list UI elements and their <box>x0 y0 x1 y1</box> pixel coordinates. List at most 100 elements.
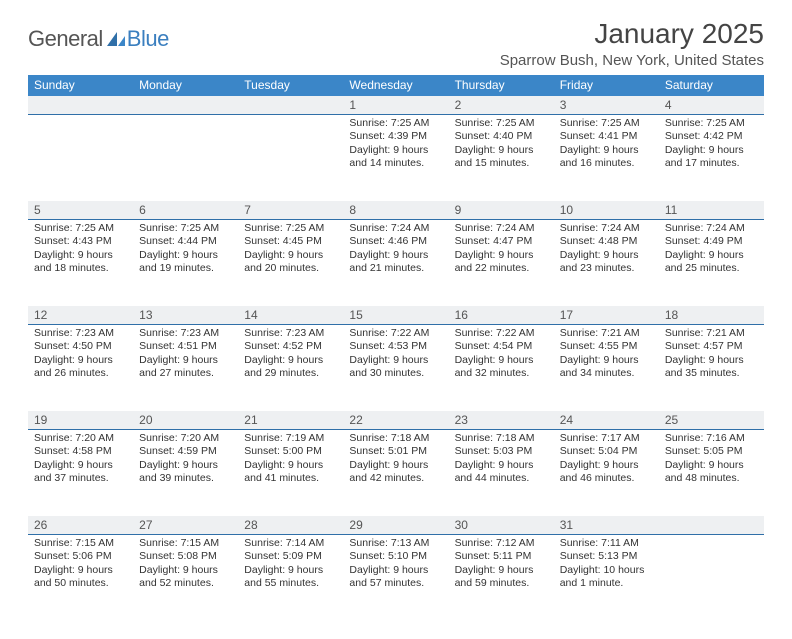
logo-text-general: General <box>28 26 103 52</box>
day-info: Sunrise: 7:20 AMSunset: 4:58 PMDaylight:… <box>28 430 133 490</box>
week-row: Sunrise: 7:20 AM Sunset: 4:58 PM Daylight:… <box>28 430 764 516</box>
page-header: General Blue January 2025 Sparrow Bush, … <box>28 18 764 69</box>
info-line: Sunrise: 7:16 AM <box>665 432 758 445</box>
day-of-week-label: Thursday <box>449 75 554 96</box>
day-cell: Sunrise: 7:24 AMSunset: 4:46 PMDaylight:… <box>343 220 448 306</box>
day-number: 20 <box>133 411 238 429</box>
day-number: 29 <box>343 516 448 534</box>
info-line: Sunrise: 7:25 AM <box>34 222 127 235</box>
day-info: Sunrise: 7:13 AMSunset: 5:10 PMDaylight:… <box>343 535 448 595</box>
info-line: and 1 minute. <box>560 577 653 590</box>
info-line: Sunset: 4:54 PM <box>455 340 548 353</box>
info-line: and 16 minutes. <box>560 157 653 170</box>
info-line: Sunrise: 7:11 AM <box>560 537 653 550</box>
day-number: 23 <box>449 411 554 429</box>
day-info <box>659 535 764 541</box>
day-number: 9 <box>449 201 554 219</box>
day-info: Sunrise: 7:24 AMSunset: 4:46 PMDaylight:… <box>343 220 448 280</box>
info-line: and 27 minutes. <box>139 367 232 380</box>
info-line: Sunset: 4:48 PM <box>560 235 653 248</box>
day-of-week-label: Friday <box>554 75 659 96</box>
day-number <box>238 96 343 114</box>
day-number: 16 <box>449 306 554 324</box>
day-cell: Sunrise: 7:15 AMSunset: 5:06 PMDaylight:… <box>28 535 133 621</box>
day-info: Sunrise: 7:15 AMSunset: 5:08 PMDaylight:… <box>133 535 238 595</box>
info-line: Sunrise: 7:25 AM <box>139 222 232 235</box>
day-number: 27 <box>133 516 238 534</box>
day-number <box>133 96 238 114</box>
day-cell: Sunrise: 7:25 AMSunset: 4:45 PMDaylight:… <box>238 220 343 306</box>
info-line: Daylight: 9 hours <box>244 249 337 262</box>
info-line: Daylight: 9 hours <box>560 354 653 367</box>
info-line: Sunrise: 7:20 AM <box>139 432 232 445</box>
info-line: Sunset: 5:06 PM <box>34 550 127 563</box>
info-line: and 22 minutes. <box>455 262 548 275</box>
info-line: Daylight: 9 hours <box>455 249 548 262</box>
info-line: Sunset: 4:40 PM <box>455 130 548 143</box>
info-line: and 29 minutes. <box>244 367 337 380</box>
day-cell: Sunrise: 7:25 AMSunset: 4:42 PMDaylight:… <box>659 115 764 201</box>
weeks-container: 1234Sunrise: 7:25 AMSunset: 4:39 PMDayli… <box>28 96 764 621</box>
calendar-page: General Blue January 2025 Sparrow Bush, … <box>0 0 792 639</box>
day-info: Sunrise: 7:22 AMSunset: 4:54 PMDaylight:… <box>449 325 554 385</box>
info-line: Daylight: 9 hours <box>455 144 548 157</box>
info-line: and 18 minutes. <box>34 262 127 275</box>
day-number: 26 <box>28 516 133 534</box>
day-info: Sunrise: 7:20 AMSunset: 4:59 PMDaylight:… <box>133 430 238 490</box>
info-line: Daylight: 9 hours <box>34 354 127 367</box>
day-of-week-label: Tuesday <box>238 75 343 96</box>
info-line: Daylight: 9 hours <box>455 459 548 472</box>
day-info: Sunrise: 7:25 AMSunset: 4:40 PMDaylight:… <box>449 115 554 175</box>
info-line: Daylight: 10 hours <box>560 564 653 577</box>
info-line: Sunrise: 7:24 AM <box>455 222 548 235</box>
info-line: Daylight: 9 hours <box>349 354 442 367</box>
week-row: Sunrise: 7:15 AM Sunset: 5:06 PM Daylight:… <box>28 535 764 621</box>
info-line: Sunrise: 7:23 AM <box>139 327 232 340</box>
day-cell: Sunrise: 7:14 AMSunset: 5:09 PMDaylight:… <box>238 535 343 621</box>
info-line: Daylight: 9 hours <box>665 249 758 262</box>
day-info: Sunrise: 7:25 AMSunset: 4:45 PMDaylight:… <box>238 220 343 280</box>
day-number: 15 <box>343 306 448 324</box>
sail-icon <box>105 30 127 48</box>
info-line: and 21 minutes. <box>349 262 442 275</box>
info-line: Sunrise: 7:24 AM <box>349 222 442 235</box>
info-line: Sunrise: 7:25 AM <box>455 117 548 130</box>
day-cell: Sunrise: 7:24 AMSunset: 4:49 PMDaylight:… <box>659 220 764 306</box>
info-line: and 59 minutes. <box>455 577 548 590</box>
info-line: and 23 minutes. <box>560 262 653 275</box>
day-cell: Sunrise: 7:23 AMSunset: 4:50 PMDaylight:… <box>28 325 133 411</box>
info-line: Daylight: 9 hours <box>139 354 232 367</box>
info-line: Sunset: 5:04 PM <box>560 445 653 458</box>
day-number: 4 <box>659 96 764 114</box>
info-line: Sunset: 5:09 PM <box>244 550 337 563</box>
info-line: Daylight: 9 hours <box>455 354 548 367</box>
info-line: and 52 minutes. <box>139 577 232 590</box>
day-cell: Sunrise: 7:11 AMSunset: 5:13 PMDaylight:… <box>554 535 659 621</box>
info-line: Daylight: 9 hours <box>455 564 548 577</box>
info-line: Sunrise: 7:23 AM <box>34 327 127 340</box>
info-line: Sunrise: 7:15 AM <box>139 537 232 550</box>
day-cell: Sunrise: 7:22 AMSunset: 4:54 PMDaylight:… <box>449 325 554 411</box>
info-line: Daylight: 9 hours <box>244 459 337 472</box>
info-line: Sunrise: 7:18 AM <box>455 432 548 445</box>
info-line: Daylight: 9 hours <box>665 144 758 157</box>
day-cell: Sunrise: 7:15 AMSunset: 5:08 PMDaylight:… <box>133 535 238 621</box>
info-line: and 55 minutes. <box>244 577 337 590</box>
info-line: Sunset: 4:58 PM <box>34 445 127 458</box>
info-line: Daylight: 9 hours <box>244 354 337 367</box>
info-line: Daylight: 9 hours <box>665 354 758 367</box>
info-line: and 57 minutes. <box>349 577 442 590</box>
page-subtitle: Sparrow Bush, New York, United States <box>500 52 764 69</box>
day-cell: Sunrise: 7:18 AMSunset: 5:03 PMDaylight:… <box>449 430 554 516</box>
day-number-row: 19202122232425 <box>28 411 764 430</box>
info-line: Sunrise: 7:24 AM <box>665 222 758 235</box>
day-cell: Sunrise: 7:21 AMSunset: 4:57 PMDaylight:… <box>659 325 764 411</box>
info-line: Sunset: 4:43 PM <box>34 235 127 248</box>
day-cell: Sunrise: 7:25 AMSunset: 4:41 PMDaylight:… <box>554 115 659 201</box>
day-number: 14 <box>238 306 343 324</box>
day-cell: Sunrise: 7:12 AMSunset: 5:11 PMDaylight:… <box>449 535 554 621</box>
day-cell <box>238 115 343 201</box>
day-info <box>28 115 133 121</box>
info-line: Daylight: 9 hours <box>139 564 232 577</box>
week-row: Sunrise: 7:25 AMSunset: 4:43 PMDaylight:… <box>28 220 764 306</box>
